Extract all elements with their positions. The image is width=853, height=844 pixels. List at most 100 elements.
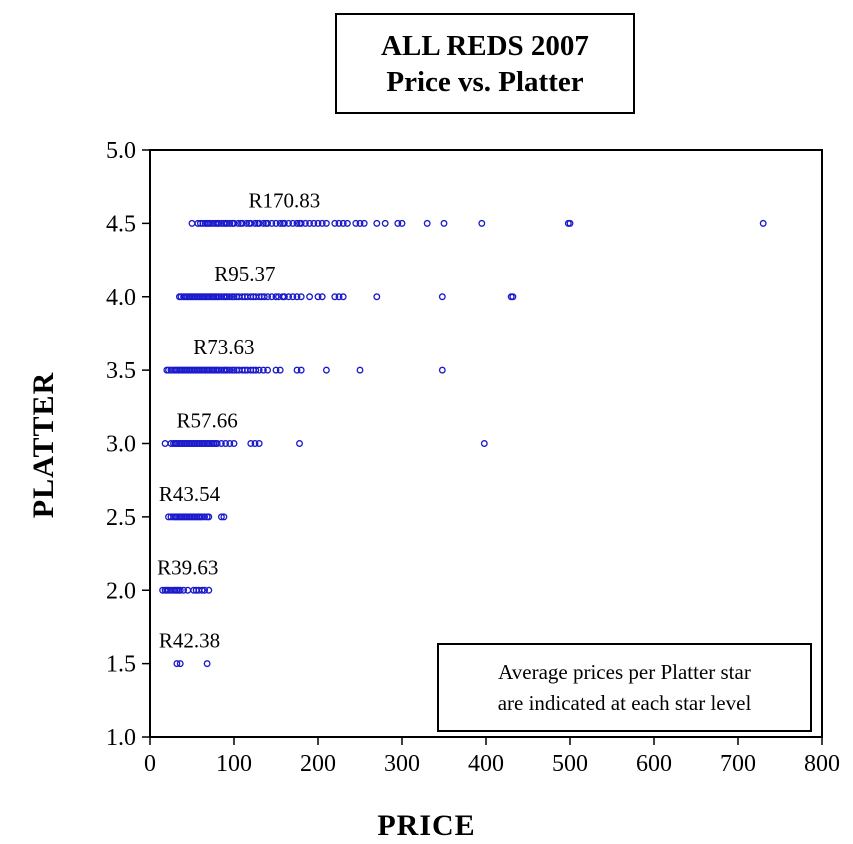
data-point (201, 586, 209, 594)
data-point (398, 219, 406, 227)
data-point (272, 219, 280, 227)
data-point (373, 293, 381, 301)
data-point (293, 219, 301, 227)
y-tick-label: 3.0 (106, 432, 136, 458)
data-point (173, 660, 181, 668)
data-point (343, 219, 351, 227)
data-point (272, 366, 280, 374)
data-point (247, 440, 255, 447)
data-point (289, 293, 297, 301)
data-point (438, 293, 446, 301)
data-point (276, 219, 284, 227)
average-price-label: R170.83 (249, 188, 321, 212)
data-point (268, 219, 276, 227)
data-point (213, 440, 221, 447)
data-point (201, 513, 209, 521)
average-price-label: R39.63 (157, 555, 218, 579)
data-point (234, 219, 242, 227)
data-point (331, 219, 339, 227)
data-point (335, 293, 343, 301)
data-point (289, 219, 297, 227)
data-point (251, 219, 259, 227)
y-tick-label: 2.0 (106, 578, 136, 604)
data-point (251, 440, 259, 447)
data-point (264, 293, 272, 301)
data-point (217, 440, 225, 447)
data-point (306, 293, 314, 301)
x-tick-label: 200 (300, 751, 336, 777)
data-point (314, 293, 322, 301)
data-point (296, 440, 303, 447)
data-point (566, 219, 574, 227)
data-point (264, 219, 272, 227)
annotation-line-1: Average prices per Platter star (498, 659, 751, 684)
data-point (280, 293, 288, 301)
data-point (285, 219, 293, 227)
data-point (301, 219, 309, 227)
x-tick-label: 500 (552, 751, 588, 777)
data-point (255, 219, 263, 227)
average-price-label: R57.66 (176, 409, 237, 433)
data-point (478, 219, 486, 227)
data-point (759, 219, 767, 227)
y-tick-label: 4.5 (106, 211, 136, 237)
data-point (297, 366, 305, 374)
data-point (276, 366, 284, 374)
data-point (293, 366, 301, 374)
data-point (226, 219, 234, 227)
annotation-box: Average prices per Platter star are indi… (437, 643, 812, 732)
data-point (280, 219, 288, 227)
x-tick-label: 700 (720, 751, 756, 777)
data-point (230, 219, 238, 227)
data-point (318, 219, 326, 227)
axis-ticks: 0 100 200 300 400 500 600 700 800 1.0 1.5 2.0 2.5 3.0… (106, 138, 840, 777)
x-tick-label: 800 (804, 751, 840, 777)
data-point (331, 293, 339, 301)
data-point (176, 586, 184, 594)
data-point (203, 660, 211, 668)
data-point (222, 440, 230, 447)
data-point (285, 293, 293, 301)
data-point (373, 219, 381, 227)
data-point (339, 219, 347, 227)
chart-subtitle: Price vs. Platter (386, 65, 584, 98)
data-point (188, 219, 196, 227)
data-point (180, 586, 188, 594)
data-point (423, 219, 431, 227)
x-tick-label: 0 (144, 751, 156, 777)
data-point (272, 293, 280, 301)
x-tick-label: 400 (468, 751, 504, 777)
data-point (226, 440, 234, 447)
data-point (268, 293, 276, 301)
data-point (259, 219, 267, 227)
data-point (335, 219, 343, 227)
data-point (255, 440, 263, 447)
data-point (230, 440, 238, 447)
average-price-label: R95.37 (214, 262, 275, 286)
average-price-label: R73.63 (193, 335, 254, 359)
data-point (310, 219, 318, 227)
data-point (480, 440, 488, 447)
x-axis-title: PRICE (377, 809, 476, 842)
data-point (356, 366, 364, 374)
data-point (243, 219, 251, 227)
y-tick-label: 5.0 (106, 138, 136, 164)
data-point (259, 366, 267, 374)
data-point (293, 293, 301, 301)
data-point (306, 219, 314, 227)
y-tick-label: 2.5 (106, 505, 136, 531)
data-point (438, 366, 446, 374)
data-point (509, 293, 517, 301)
data-point (381, 219, 389, 227)
data-point (198, 586, 206, 594)
data-point (352, 219, 360, 227)
x-tick-label: 300 (384, 751, 420, 777)
y-tick-label: 3.5 (106, 358, 136, 384)
data-point (318, 293, 326, 301)
data-point (226, 366, 234, 374)
chart-title: ALL REDS 2007 (381, 29, 589, 62)
data-point (322, 366, 330, 374)
data-point (255, 366, 263, 374)
y-tick-label: 1.0 (106, 725, 136, 751)
